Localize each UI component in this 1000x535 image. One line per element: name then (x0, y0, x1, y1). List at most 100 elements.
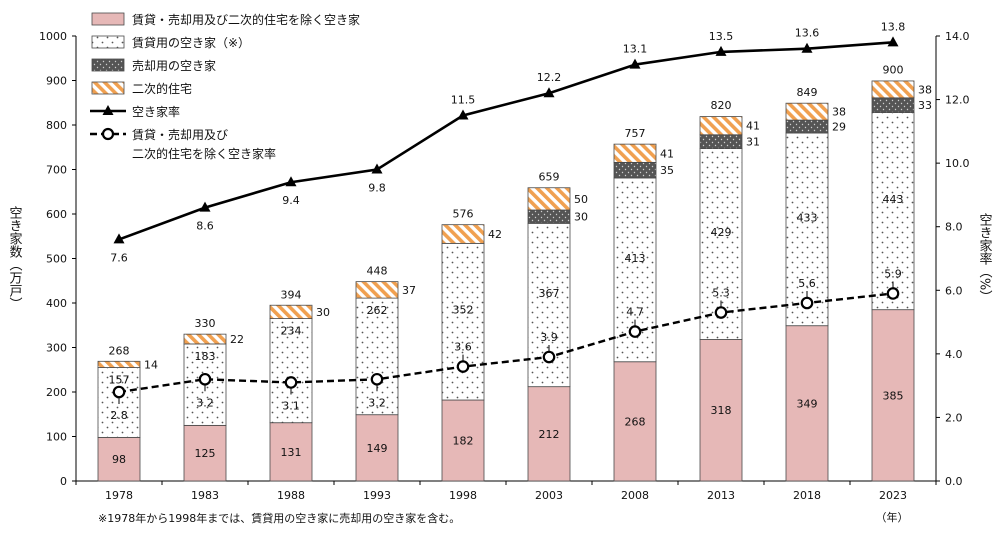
x-tick-label: 2023 (879, 489, 907, 502)
bar-label-secondary: 22 (230, 333, 244, 346)
vacancy-rate-label: 9.8 (368, 182, 386, 195)
bar-secondary-housing (871, 80, 915, 99)
other-vacancy-rate-point (198, 372, 212, 386)
bar-label-secondary: 38 (832, 106, 846, 119)
bar-label-secondary: 37 (402, 284, 416, 297)
bar-total-label: 820 (711, 99, 732, 112)
bar-secondary-housing (699, 116, 743, 136)
y-tick-label: 800 (46, 119, 67, 132)
legend-label: 賃貸用の空き家（※） (132, 35, 250, 50)
other-vacancy-rate-point (714, 306, 728, 319)
bar-label-for-sale: 29 (832, 121, 846, 134)
legend-rate-marker (102, 105, 114, 115)
bar-total-label: 448 (367, 265, 388, 278)
y-tick-label: 500 (46, 253, 67, 266)
legend-other-rate-marker (101, 127, 115, 141)
other-vacancy-rate-label: 3.2 (196, 396, 214, 409)
legend-swatch-secondary (91, 81, 125, 95)
data-labels: 98 157 14 268 125 183 22 330 131 234 30 394 149 262 37… (109, 20, 933, 466)
other-vacancy-rate-label: 3.6 (454, 341, 472, 354)
bar-label-secondary: 30 (316, 306, 330, 319)
bar-for-sale-vacant (527, 209, 571, 224)
bar-total-label: 268 (109, 345, 130, 358)
bar-secondary-housing (785, 102, 829, 121)
y-right-tick-label: 4.0 (945, 348, 963, 361)
y-tick-label: 400 (46, 297, 67, 310)
bar-for-sale-vacant (785, 119, 829, 134)
y-right-tick-label: 14.0 (945, 30, 970, 43)
bar-label-other: 349 (797, 397, 818, 410)
bar-label-for-sale: 30 (574, 211, 588, 224)
bar-total-label: 330 (195, 317, 216, 330)
bar-label-rental: 429 (711, 226, 732, 239)
bar-secondary-housing (355, 281, 399, 299)
x-tick-label: 1988 (277, 489, 305, 502)
bar-secondary-housing (269, 304, 313, 319)
legend-label: 空き家率 (132, 104, 180, 119)
bar-label-secondary: 42 (488, 228, 502, 241)
bar-total-label: 757 (625, 127, 646, 140)
vacancy-rate-label: 13.8 (881, 20, 906, 33)
y-right-tick-label: 0.0 (945, 475, 963, 488)
vacancy-rate-label: 13.1 (623, 43, 648, 56)
bar-label-secondary: 38 (918, 83, 932, 96)
other-vacancy-rate-point (628, 325, 642, 338)
y-tick-label: 300 (46, 342, 67, 355)
vacancy-rate-point (629, 58, 641, 69)
y-tick-label: 1000 (39, 30, 67, 43)
x-axis-unit: （年） (876, 510, 909, 524)
bar-label-rental: 157 (109, 374, 130, 387)
x-tick-label: 2018 (793, 489, 821, 502)
vacancy-rate-point (113, 233, 125, 244)
vacancy-rate-label: 13.6 (795, 27, 820, 40)
bar-label-rental: 367 (539, 287, 560, 300)
x-tick-label: 1983 (191, 489, 219, 502)
bar-total-label: 576 (453, 208, 474, 221)
y-right-axis-title: 空き家率（%） (977, 213, 993, 303)
bar-secondary-housing (97, 360, 141, 368)
y-tick-label: 200 (46, 386, 67, 399)
bar-label-other: 182 (453, 435, 474, 448)
other-vacancy-rate-point (542, 350, 556, 364)
other-vacancy-rate-point (800, 296, 814, 310)
bar-other-vacant (613, 361, 657, 482)
y-right-tick-label: 12.0 (945, 94, 970, 107)
bar-rental-vacant (269, 318, 313, 424)
y-tick-label: 100 (46, 431, 67, 444)
vacancy-rate-point (285, 176, 297, 187)
bar-total-label: 900 (883, 64, 904, 77)
bar-label-other: 212 (539, 428, 560, 441)
bar-label-other: 98 (112, 453, 126, 466)
other-vacancy-rate-point (370, 372, 384, 386)
bar-other-vacant (785, 325, 829, 482)
legend-label: 売却用の空き家 (132, 58, 216, 73)
other-vacancy-rate-label: 5.6 (798, 277, 816, 290)
bar-other-vacant (269, 422, 313, 482)
legend-label: 二次的住宅を除く空き家率 (132, 146, 276, 161)
bar-other-vacant (183, 424, 227, 482)
bar-for-sale-vacant (613, 161, 657, 179)
bar-for-sale-vacant (871, 97, 915, 113)
other-vacancy-rate-point (456, 360, 470, 373)
vacancy-rate-point (543, 87, 555, 98)
vacancy-rate-point (457, 109, 469, 120)
other-vacancy-rate-label: 3.9 (540, 331, 558, 344)
bar-label-rental: 183 (195, 350, 216, 363)
bar-label-rental: 234 (281, 325, 302, 338)
vacancy-rate-point (371, 163, 383, 174)
other-vacancy-rate-line (118, 292, 894, 394)
bar-other-vacant (441, 399, 485, 482)
y-right-tick-label: 2.0 (945, 411, 963, 424)
bar-total-label: 394 (281, 289, 302, 302)
bar-rental-vacant (441, 242, 485, 401)
y-tick-label: 600 (46, 208, 67, 221)
bar-label-other: 125 (195, 447, 216, 460)
x-tick-label: 2003 (535, 489, 563, 502)
footnote: ※1978年から1998年までは、賃貸用の空き家に売却用の空き家を含む。 (98, 511, 460, 525)
lines (112, 36, 900, 399)
bar-secondary-housing (613, 143, 657, 163)
bar-label-rental: 352 (453, 304, 474, 317)
y-tick-label: 0 (60, 475, 67, 488)
vacancy-rate-line (118, 41, 894, 241)
other-vacancy-rate-label: 3.1 (282, 399, 300, 412)
